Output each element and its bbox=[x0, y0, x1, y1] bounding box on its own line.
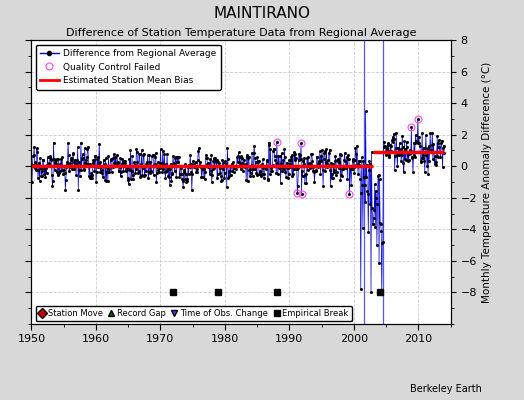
Y-axis label: Monthly Temperature Anomaly Difference (°C): Monthly Temperature Anomaly Difference (… bbox=[483, 61, 493, 303]
Legend: Station Move, Record Gap, Time of Obs. Change, Empirical Break: Station Move, Record Gap, Time of Obs. C… bbox=[36, 306, 352, 321]
Text: MAINTIRANO: MAINTIRANO bbox=[213, 6, 311, 21]
Title: Difference of Station Temperature Data from Regional Average: Difference of Station Temperature Data f… bbox=[66, 28, 416, 38]
Text: Berkeley Earth: Berkeley Earth bbox=[410, 384, 482, 394]
